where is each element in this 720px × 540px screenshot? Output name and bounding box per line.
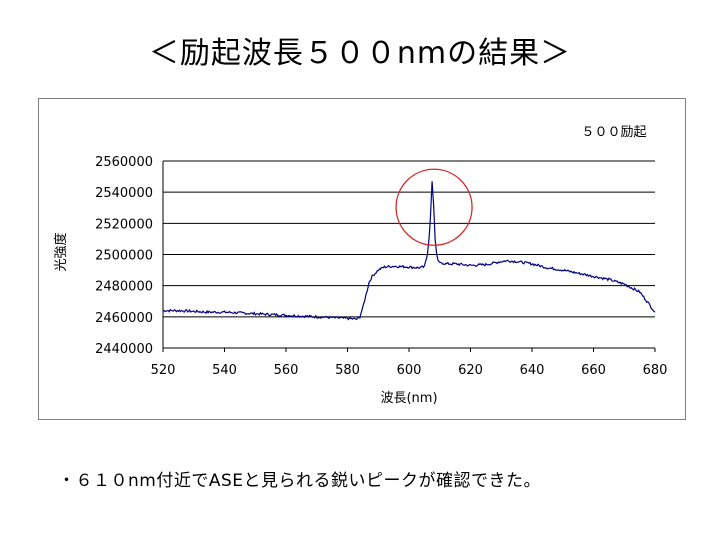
annotation-layer [395,168,473,246]
x-tick-label: 660 [581,363,606,378]
y-tick-label: 2500000 [95,249,153,264]
x-tick-label: 560 [274,363,299,378]
x-axis-label: 波長(nm) [380,391,437,406]
caption-text: ・６１０nm付近でASEと見られる鋭いピークが確認できた。 [58,471,541,491]
x-tick-labels: 520 540 560 580 600 620 640 660 680 [151,363,668,378]
slide-title: ＜励起波長５００nmの結果＞ [148,36,572,71]
series-line [162,181,656,321]
series-layer [162,181,656,321]
x-tick-label: 620 [458,363,483,378]
y-tick-label: 2520000 [95,217,153,232]
x-tick-label: 580 [335,363,360,378]
y-tick-label: 2560000 [95,155,153,170]
spectrum-chart: 2440000 2460000 2480000 2500000 2520000 25400… [53,125,668,406]
y-tick-label: 2480000 [95,280,153,295]
peak-highlight-circle [395,168,473,246]
y-tick-label: 2460000 [95,311,153,326]
chart-frame: 2440000 2460000 2480000 2500000 2520000 25400… [38,98,686,420]
x-tick-label: 680 [643,363,668,378]
y-axis-label: 光強度 [53,232,69,271]
x-tick-label: 600 [397,363,422,378]
x-tick-label: 540 [212,363,237,378]
y-tick-label: 2540000 [95,186,153,201]
chart-title: ５００励起 [581,125,646,140]
x-tick-label: 640 [520,363,545,378]
gridlines [162,160,656,352]
x-tick-label: 520 [151,363,176,378]
y-tick-label: 2440000 [95,342,153,357]
y-tick-labels: 2440000 2460000 2480000 2500000 2520000 25400… [95,155,153,357]
